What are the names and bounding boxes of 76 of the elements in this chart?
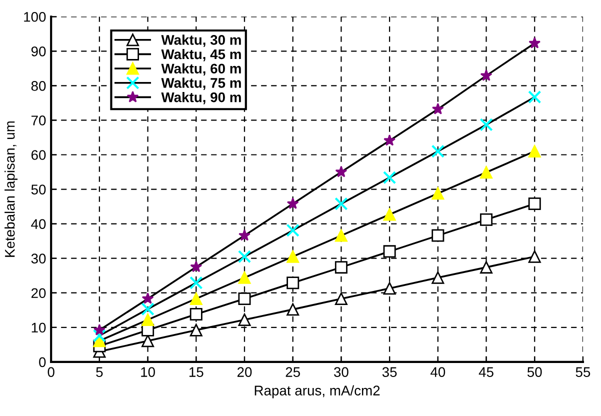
y-tick-label: 30 [31,254,46,264]
y-tick-label: 60 [31,150,46,160]
point [432,229,444,242]
point [528,198,541,210]
point [286,276,300,290]
point [142,292,154,304]
x-tick-label: 40 [430,367,446,377]
point [142,334,154,348]
point [432,187,444,200]
point [432,102,444,114]
y-tick-label: 40 [31,219,46,229]
point [480,261,493,274]
point [92,329,106,342]
point [528,250,541,263]
x-tick-label: 45 [478,367,494,377]
point [528,90,542,104]
x-tick-label: 50 [527,367,542,377]
y-tick-label: 20 [31,288,46,298]
point [286,224,300,237]
point [238,314,251,326]
x-tick-label: 15 [189,367,204,377]
point [383,282,396,295]
point [238,292,251,305]
point [431,144,445,158]
point [190,260,202,272]
x-tick-label: 5 [96,367,103,377]
point [142,314,154,326]
y-tick-label: 70 [31,116,46,126]
point [480,166,493,179]
point [238,271,251,284]
point [190,324,202,336]
y-tick-label: 10 [32,322,46,333]
point [190,308,202,321]
point [141,302,154,316]
legend-label: Waktu, 75 m [161,78,241,90]
point [480,213,493,226]
point [334,229,348,242]
y-tick-label: 90 [31,46,46,56]
x-tick-label: 20 [237,367,252,377]
point [383,208,396,221]
point [93,324,106,336]
x-axis-title: Rapat arus, mA/cm2 [254,385,380,398]
point [480,118,493,132]
x-tick-label: 10 [141,367,155,377]
legend-label: Waktu, 45 m [161,48,241,62]
legend-label: Waktu, 90 m [161,92,241,104]
point [190,292,202,305]
x-tick-label: 0 [48,367,54,377]
y-tick-label: 100 [24,12,46,22]
point [432,271,444,284]
point [286,250,300,263]
point [384,134,396,146]
x-tick-label: 30 [334,367,348,377]
y-tick-label: 50 [31,184,46,194]
point [334,197,348,210]
point [238,250,252,264]
point [334,292,348,305]
point [190,276,203,290]
point [528,36,541,48]
point [383,245,396,258]
point [286,198,299,209]
y-tick-label: 80 [31,81,46,91]
point [480,69,492,81]
point [334,261,348,274]
point [286,303,300,316]
legend-label: Waktu, 60 m [161,63,241,76]
point [528,145,541,158]
x-tick-label: 55 [576,367,590,377]
point [335,166,348,178]
legend-label: Waktu, 30 m [161,34,241,47]
y-axis-title: Ketebalan lapisan, um [4,121,18,257]
x-tick-label: 35 [382,367,397,377]
y-tick-label: 0 [39,357,46,368]
x-tick-label: 25 [286,367,300,377]
point [238,229,250,241]
point [382,170,396,184]
